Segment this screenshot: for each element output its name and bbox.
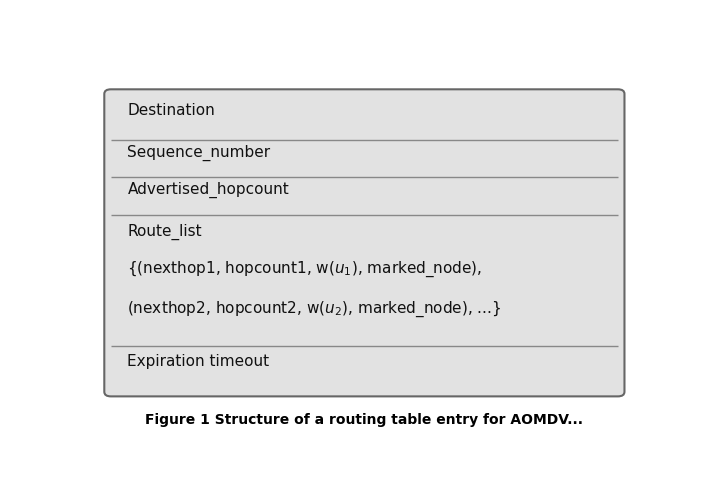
FancyBboxPatch shape [105, 89, 624, 396]
Text: (nexthop2, hopcount2, w($u_2$), marked_node), ...}: (nexthop2, hopcount2, w($u_2$), marked_n… [127, 299, 502, 318]
Text: Destination: Destination [127, 103, 215, 118]
Text: Route_list: Route_list [127, 224, 202, 240]
Text: {(nexthop1, hopcount1, w($u_1$), marked_node),: {(nexthop1, hopcount1, w($u_1$), marked_… [127, 260, 483, 279]
Text: Expiration timeout: Expiration timeout [127, 354, 269, 370]
Text: Sequence_number: Sequence_number [127, 145, 271, 161]
Text: Figure 1 Structure of a routing table entry for AOMDV...: Figure 1 Structure of a routing table en… [145, 414, 584, 428]
Text: Advertised_hopcount: Advertised_hopcount [127, 182, 289, 198]
